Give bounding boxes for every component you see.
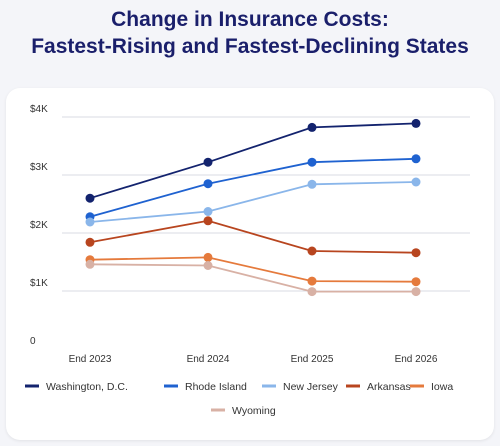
x-axis-ticks: End 2023 End 2024 End 2025 End 2026: [69, 354, 438, 365]
grid-lines: [62, 116, 470, 292]
legend-label: Wyoming: [232, 405, 276, 417]
series-line: [89, 263, 416, 293]
x-tick-label: End 2025: [291, 354, 334, 365]
x-tick-label: End 2024: [187, 354, 230, 365]
y-tick-label: $2K: [30, 220, 48, 231]
legend-label: Arkansas: [367, 381, 411, 393]
data-point: [411, 287, 421, 297]
data-point: [203, 216, 213, 226]
legend-label: Washington, D.C.: [46, 381, 128, 393]
data-point: [85, 259, 95, 269]
series-lines: [85, 118, 421, 297]
data-point: [203, 261, 213, 270]
data-point: [411, 177, 421, 187]
y-tick-label: $1K: [30, 278, 48, 289]
data-point: [203, 179, 213, 189]
legend-label: New Jersey: [283, 381, 339, 393]
data-point: [203, 252, 213, 262]
x-tick-label: End 2023: [69, 354, 112, 365]
legend-item: Rhode Island: [164, 381, 247, 393]
data-point: [411, 118, 421, 128]
data-point: [307, 246, 317, 256]
data-point: [411, 277, 421, 287]
data-point: [307, 179, 317, 189]
data-point: [307, 122, 317, 132]
y-tick-label: $4K: [30, 104, 48, 115]
data-point: [411, 248, 421, 258]
chart-title-line-1: Change in Insurance Costs:: [111, 8, 389, 31]
series-line: [89, 181, 417, 223]
series-line: [89, 219, 417, 254]
data-point: [85, 193, 95, 203]
data-point: [85, 217, 95, 227]
data-point: [307, 287, 317, 297]
legend-item: Arkansas: [346, 381, 411, 393]
chart-title-line-2: Fastest-Rising and Fastest-Declining Sta…: [31, 35, 469, 58]
x-tick-label: End 2026: [395, 354, 438, 365]
data-point: [307, 276, 317, 286]
series-line: [89, 157, 417, 218]
legend-item: New Jersey: [262, 381, 339, 393]
data-point: [85, 237, 95, 247]
y-axis-ticks: 0 $1K $2K $3K $4K: [30, 104, 48, 347]
data-point: [307, 157, 317, 167]
legend-label: Iowa: [431, 381, 453, 393]
series-line: [89, 122, 417, 200]
series-line: [89, 256, 417, 283]
y-tick-label: $3K: [30, 162, 48, 173]
data-point: [411, 154, 421, 164]
legend-item: Iowa: [410, 381, 453, 393]
legend: Washington, D.C. Rhode Island New Jersey Ar…: [25, 381, 453, 417]
data-point: [203, 157, 213, 167]
legend-label: Rhode Island: [185, 381, 247, 393]
legend-item: Washington, D.C.: [25, 381, 128, 393]
chart-title: Change in Insurance Costs: Fastest-Risin…: [0, 6, 500, 60]
y-tick-label: 0: [30, 336, 36, 347]
legend-item: Wyoming: [211, 405, 276, 417]
data-point: [203, 207, 213, 216]
